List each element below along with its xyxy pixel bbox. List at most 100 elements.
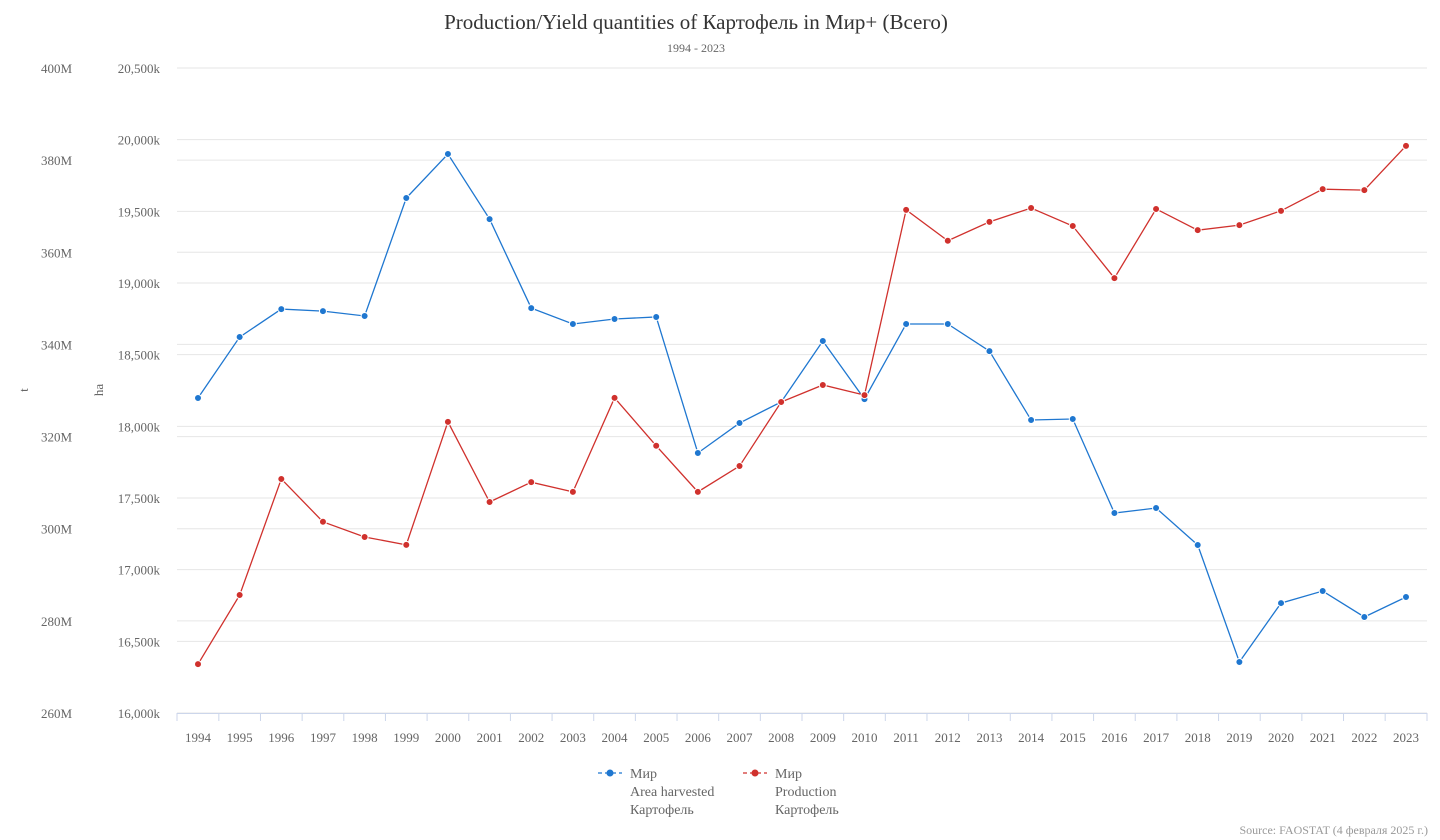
data-point[interactable]: [1027, 416, 1036, 425]
data-point[interactable]: [402, 194, 411, 203]
data-point[interactable]: [485, 497, 494, 506]
legend-marker-icon: [751, 769, 759, 777]
data-point[interactable]: [318, 307, 327, 316]
x-tick-label: 2013: [976, 730, 1002, 745]
data-point[interactable]: [235, 333, 244, 342]
data-point[interactable]: [1318, 587, 1327, 596]
legend-marker-icon: [606, 769, 614, 777]
x-tick-label: 2000: [435, 730, 461, 745]
x-tick-label: 2007: [727, 730, 754, 745]
data-point[interactable]: [1068, 222, 1077, 231]
legend-label: Мир: [630, 767, 657, 782]
x-tick-label: 1995: [227, 730, 253, 745]
legend-item[interactable]: Мир Area harvested Картофель: [598, 767, 714, 818]
x-tick-label: 1996: [268, 730, 295, 745]
data-point[interactable]: [818, 337, 827, 346]
t-tick-label: 300M: [41, 522, 73, 537]
ha-tick-label: 20,500k: [118, 61, 161, 76]
ha-tick-label: 16,000k: [118, 706, 161, 721]
data-point[interactable]: [277, 305, 286, 314]
ha-tick-label: 19,500k: [118, 204, 161, 219]
data-point[interactable]: [1277, 206, 1286, 215]
x-tick-label: 1994: [185, 730, 212, 745]
x-tick-label: 2015: [1060, 730, 1086, 745]
data-point[interactable]: [1193, 541, 1202, 550]
data-point[interactable]: [1193, 226, 1202, 235]
data-point[interactable]: [1277, 599, 1286, 608]
data-point[interactable]: [194, 660, 202, 669]
data-point[interactable]: [360, 311, 369, 320]
data-point[interactable]: [985, 217, 994, 226]
data-point[interactable]: [652, 312, 661, 321]
data-point[interactable]: [1152, 204, 1161, 213]
data-point[interactable]: [1027, 204, 1036, 213]
data-point[interactable]: [1110, 274, 1119, 283]
data-point[interactable]: [652, 441, 661, 450]
data-point[interactable]: [527, 304, 536, 313]
data-point[interactable]: [735, 419, 744, 428]
data-point[interactable]: [1235, 657, 1244, 666]
data-point[interactable]: [360, 533, 369, 542]
legend-label: Картофель: [630, 803, 694, 818]
x-tick-label: 2019: [1226, 730, 1252, 745]
data-point[interactable]: [1402, 593, 1410, 602]
data-point[interactable]: [1318, 185, 1327, 194]
data-point[interactable]: [693, 487, 702, 496]
legend-label: Area harvested: [630, 785, 714, 800]
series-production: [194, 141, 1410, 669]
data-point[interactable]: [735, 462, 744, 471]
x-tick-label: 2009: [810, 730, 836, 745]
source-credit[interactable]: Source: FAOSTAT (4 февраля 2025 г.): [1239, 823, 1428, 837]
chart-subtitle: 1994 - 2023: [667, 41, 725, 55]
t-axis-title: t: [16, 388, 31, 392]
data-point[interactable]: [527, 478, 536, 487]
data-point[interactable]: [568, 487, 577, 496]
data-point[interactable]: [1152, 504, 1161, 513]
t-tick-label: 400M: [41, 61, 73, 76]
data-point[interactable]: [568, 319, 577, 328]
t-tick-label: 380M: [41, 153, 73, 168]
data-point[interactable]: [1360, 612, 1369, 621]
legend-item[interactable]: Мир Production Картофель: [743, 767, 839, 818]
ha-tick-label: 18,500k: [118, 348, 161, 363]
data-point[interactable]: [1068, 415, 1077, 424]
data-point[interactable]: [610, 393, 619, 402]
legend-label: Картофель: [775, 803, 839, 818]
data-point[interactable]: [860, 391, 869, 400]
data-point[interactable]: [402, 540, 411, 549]
legend-label: Мир: [775, 767, 802, 782]
x-tick-label: 2020: [1268, 730, 1294, 745]
x-tick-label: 2010: [851, 730, 877, 745]
x-tick-label: 2006: [685, 730, 712, 745]
data-point[interactable]: [818, 380, 827, 389]
data-point[interactable]: [318, 517, 327, 526]
data-point[interactable]: [443, 150, 452, 158]
data-point[interactable]: [1110, 509, 1119, 518]
data-point[interactable]: [943, 319, 952, 328]
x-tick-label: 2011: [893, 730, 919, 745]
data-point[interactable]: [1402, 141, 1410, 150]
data-point[interactable]: [1360, 186, 1369, 195]
x-tick-label: 1997: [310, 730, 337, 745]
data-point[interactable]: [235, 591, 244, 600]
x-tick-label: 2002: [518, 730, 544, 745]
ha-axis-title: ha: [91, 384, 106, 397]
data-point[interactable]: [194, 393, 202, 402]
data-point[interactable]: [610, 314, 619, 323]
data-point[interactable]: [277, 474, 286, 483]
data-point[interactable]: [985, 347, 994, 356]
x-tick-label: 2008: [768, 730, 794, 745]
x-tick-label: 2016: [1101, 730, 1128, 745]
data-point[interactable]: [943, 236, 952, 245]
t-tick-label: 260M: [41, 706, 73, 721]
data-point[interactable]: [902, 205, 911, 214]
data-point[interactable]: [485, 215, 494, 224]
data-point[interactable]: [443, 417, 452, 426]
data-point[interactable]: [1235, 221, 1244, 230]
data-point[interactable]: [777, 398, 786, 407]
data-point[interactable]: [902, 319, 911, 328]
t-tick-label: 280M: [41, 614, 73, 629]
series-area-harvested: [194, 150, 1410, 666]
data-point[interactable]: [693, 448, 702, 457]
